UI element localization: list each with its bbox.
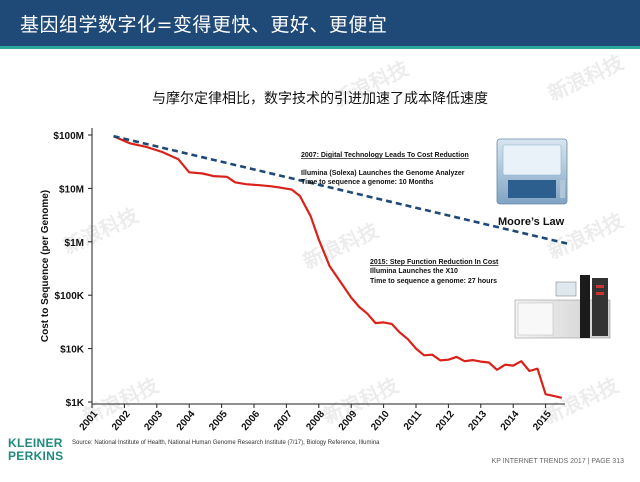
genome-analyzer-image <box>496 138 568 205</box>
header-bar: 基因组学数字化=变得更快、更好、更便宜 <box>0 0 640 46</box>
chart-subtitle: 与摩尔定律相比，数字技术的引进加速了成本降低速度 <box>152 91 488 107</box>
x-tick-label: 2002 <box>110 409 133 433</box>
x-tick-label: 2009 <box>337 409 360 433</box>
x-ticks: 2001 2002 2003 2004 2005 2006 2007 2008 2009 2010… <box>78 404 554 433</box>
annotation-2007-line2: Time to sequence a genome: 10 Months <box>301 179 434 186</box>
x-tick-label: 2003 <box>142 409 165 433</box>
annotation-2015-line2: Time to sequence a genome: 27 hours <box>370 278 497 285</box>
y-ticks: $100M $10M $1M $100K $10K $1K <box>53 131 92 409</box>
annotation-2007-line1: Illumina (Solexa) Launches the Genome An… <box>301 170 465 177</box>
kleiner-perkins-logo: KLEINER PERKINS <box>8 437 63 463</box>
x-tick-label: 2008 <box>304 409 327 433</box>
y-tick-label: $100K <box>55 291 85 302</box>
series <box>113 134 571 399</box>
annotation-2015-line1: Illumina Launches the X10 <box>370 268 458 275</box>
y-tick-label: $100M <box>53 131 84 142</box>
y-axis-label: Cost to Sequence (per Genome) <box>40 190 51 342</box>
moores-law-series-line <box>113 134 571 246</box>
x-tick-label: 2001 <box>78 409 101 433</box>
y-tick-label: $1K <box>66 398 85 409</box>
x-tick-label: 2006 <box>240 409 263 433</box>
header-underline <box>0 46 640 49</box>
annotation-2015-title: 2015: Step Function Reduction In Cost <box>370 259 499 266</box>
x-tick-label: 2007 <box>272 409 295 433</box>
x10-sequencer-image <box>514 275 611 339</box>
x-tick-label: 2013 <box>466 409 489 433</box>
moores-law-label: Moore’s Law <box>498 216 565 228</box>
x-tick-label: 2012 <box>434 409 457 433</box>
y-tick-label: $10M <box>59 184 84 195</box>
x-tick-label: 2011 <box>402 409 425 433</box>
x-tick-label: 2015 <box>531 409 554 433</box>
x-tick-label: 2004 <box>175 409 198 433</box>
logo-line-2: PERKINS <box>8 449 64 463</box>
x-tick-label: 2005 <box>207 409 230 433</box>
sequencing-cost-series-line <box>113 135 563 399</box>
y-tick-label: $10K <box>60 345 85 356</box>
logo-line-1: KLEINER <box>8 436 63 450</box>
annotation-2007: 2007: Digital Technology Leads To Cost R… <box>301 152 469 186</box>
annotation-2015: 2015: Step Function Reduction In Cost Il… <box>370 259 499 285</box>
x-tick-label: 2010 <box>369 409 392 433</box>
y-tick-label: $1M <box>65 238 84 249</box>
x-tick-label: 2014 <box>499 409 522 433</box>
annotation-2007-title: 2007: Digital Technology Leads To Cost R… <box>301 152 469 159</box>
footer-page-info: KP INTERNET TRENDS 2017 | PAGE 313 <box>491 458 624 465</box>
slide-title: 基因组学数字化=变得更快、更好、更便宜 <box>20 14 388 36</box>
source-note: Source: National Institute of Health, Na… <box>72 440 380 446</box>
